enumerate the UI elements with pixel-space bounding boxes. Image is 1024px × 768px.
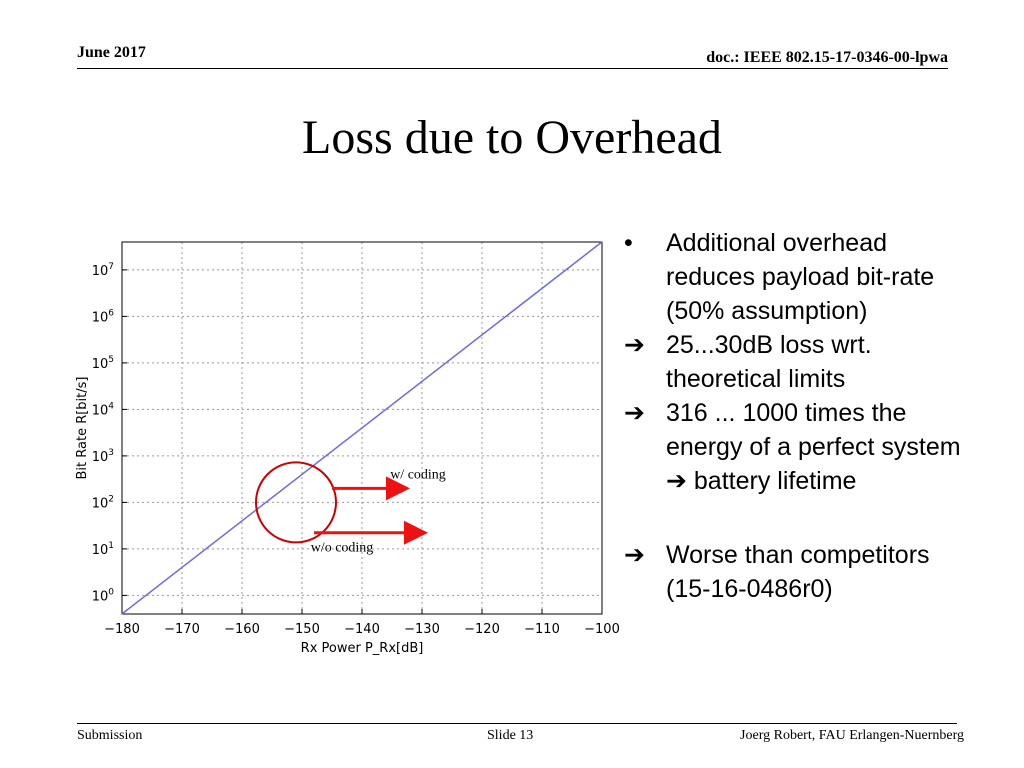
- x-axis-label: Rx Power P_Rx[dB]: [301, 641, 424, 656]
- y-tick-label: 104: [92, 401, 115, 418]
- y-tick-label: 107: [92, 262, 114, 279]
- plot-frame: [121, 241, 603, 615]
- bitrate-chart: −180 −170 −160 −150 −140 −130 −120 −110 −100 100 1…: [75, 241, 620, 656]
- coding-annotation-label: w/o coding: [311, 541, 374, 556]
- header-doc-id: doc.: IEEE 802.15-17-0346-00-lpwa: [706, 49, 948, 66]
- series-line: [121, 241, 603, 615]
- x-tick-label: −120: [464, 622, 500, 637]
- highlight-circle: [255, 461, 337, 544]
- footer-divider: [77, 723, 957, 724]
- bullet-list: • Additional overhead reduces payload bi…: [624, 226, 964, 606]
- bullet-item-energy: ➔ 316 ... 1000 times the energy of a per…: [624, 396, 964, 498]
- x-tick-label: −110: [524, 622, 560, 637]
- footer-author: Joerg Robert, FAU Erlangen-Nuernberg: [740, 728, 964, 743]
- x-tick-label: −180: [104, 622, 140, 637]
- arrow-right-icon: ➔: [624, 399, 645, 427]
- bullet-item-loss: ➔ 25...30dB loss wrt. theoretical limits: [624, 328, 964, 396]
- header-divider: [77, 68, 948, 69]
- y-tick-label: 101: [92, 541, 114, 558]
- x-tick-label: −170: [164, 622, 200, 637]
- bullet-text: 25...30dB loss wrt. theoretical limits: [666, 331, 872, 393]
- x-tick-label: −150: [284, 622, 320, 637]
- y-tick-label: 105: [92, 355, 114, 372]
- footer-submission: Submission: [77, 728, 143, 743]
- bullet-text: Worse than competitors (15-16-0486r0): [666, 541, 930, 603]
- header-date: June 2017: [77, 44, 146, 61]
- arrow-right-icon: ➔: [624, 541, 645, 569]
- x-tick-label: −130: [404, 622, 440, 637]
- y-tick-label: 100: [92, 587, 115, 604]
- bullet-dot-icon: •: [624, 229, 633, 257]
- bullet-item-overhead: • Additional overhead reduces payload bi…: [624, 226, 964, 328]
- arrow-right-icon: ➔: [624, 331, 645, 359]
- y-tick-label: 103: [92, 448, 114, 465]
- coding-annotation-label: w/ coding: [390, 467, 446, 482]
- slide-title: Loss due to Overhead: [302, 111, 722, 164]
- bullet-text: Additional overhead reduces payload bit-…: [666, 229, 935, 325]
- x-tick-label: −140: [344, 622, 380, 637]
- y-tick-label: 102: [92, 494, 114, 511]
- footer-slide-number: Slide 13: [487, 728, 534, 743]
- x-tick-label: −160: [224, 622, 260, 637]
- x-tick-label: −100: [584, 622, 620, 637]
- y-axis-label: Bit Rate R[bit/s]: [75, 377, 90, 480]
- y-tick-label: 106: [92, 308, 115, 325]
- bullet-text: 316 ... 1000 times the energy of a perfe…: [666, 399, 961, 495]
- bullet-item-competitors: ➔ Worse than competitors (15-16-0486r0): [624, 538, 964, 606]
